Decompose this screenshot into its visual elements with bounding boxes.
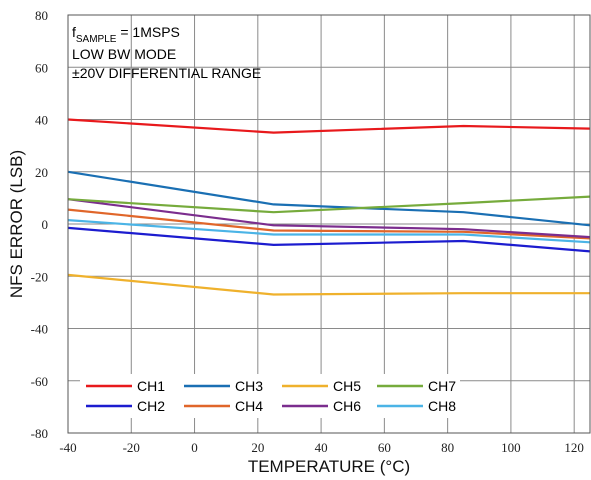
y-tick-label: 80 [35,8,48,23]
tick-labels: -40 -20 0 20 40 60 80 100 120 -80 -60 -40 -20 0 20 40 60… [31,8,584,455]
annotation-block: fSAMPLE = 1MSPS LOW BW MODE ±20V DIFFERE… [72,24,261,81]
x-tick-label: 80 [441,440,454,455]
legend-label-ch5: CH5 [333,378,361,394]
series-line-ch6 [67,198,591,239]
series-line-ch5 [67,273,590,296]
x-tick-label: 60 [378,440,391,455]
x-tick-label: -40 [59,440,76,455]
series-line-ch7 [67,195,591,214]
y-tick-label: 40 [35,113,48,128]
y-tick-label: 20 [35,165,48,180]
legend-label-ch1: CH1 [137,378,165,394]
legend-label-ch3: CH3 [235,378,263,394]
legend-label-ch7: CH7 [428,378,456,394]
legend-label-ch4: CH4 [235,398,263,414]
series-line-ch2 [67,226,591,253]
series-line-ch1 [67,118,591,134]
x-tick-label: 20 [251,440,264,455]
x-tick-label: -20 [123,440,140,455]
legend-label-ch2: CH2 [137,398,165,414]
x-axis-title: TEMPERATURE (°C) [248,457,410,476]
annotation-range: ±20V DIFFERENTIAL RANGE [72,65,261,81]
x-tick-label: 40 [315,440,328,455]
legend-label-ch8: CH8 [428,398,456,414]
legend: CH1 CH2 CH3 CH4 CH5 CH6 CH7 CH8 [80,374,460,418]
annotation-mode: LOW BW MODE [72,46,176,62]
legend-label-ch6: CH6 [333,398,361,414]
y-tick-label: -60 [31,374,48,389]
y-tick-label: 0 [42,217,49,232]
y-tick-label: -40 [31,322,48,337]
y-tick-label: -80 [31,426,48,441]
series-line-ch4 [67,208,591,240]
x-tick-label: 120 [564,440,584,455]
annotation-sample-rate: fSAMPLE = 1MSPS [72,24,180,45]
y-tick-label: 60 [35,60,48,75]
legend-box [80,374,460,418]
series-line-ch8 [67,219,591,244]
series-layer [67,118,591,296]
y-axis-title: NFS ERROR (LSB) [7,150,26,298]
plot-frame [67,14,591,434]
x-tick-label: 100 [501,440,521,455]
x-tick-label: 0 [191,440,198,455]
y-tick-label: -20 [31,269,48,284]
